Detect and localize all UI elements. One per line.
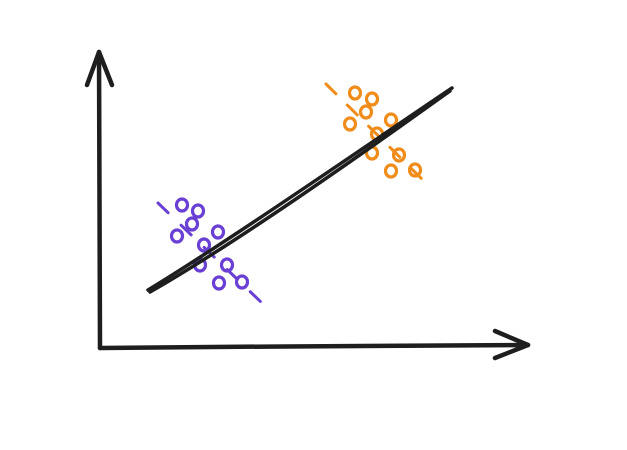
- cluster-a-point: [211, 275, 227, 291]
- cluster-a-point: [210, 224, 226, 240]
- y-axis-arrowhead: [84, 49, 115, 88]
- cluster-b-point: [383, 112, 399, 128]
- cluster-a-point: [234, 274, 250, 290]
- cluster-a-point: [190, 203, 206, 219]
- cluster-b-point: [383, 163, 399, 179]
- cluster-b-point: [391, 147, 407, 163]
- y-axis: [96, 49, 103, 351]
- axes: [84, 49, 531, 361]
- cluster-a-point: [169, 228, 185, 244]
- cluster-a-point: [219, 257, 235, 273]
- cluster-b-point: [407, 162, 423, 178]
- cluster-a-point: [196, 237, 212, 253]
- x-axis-arrowhead: [492, 328, 531, 361]
- cluster-b-point: [358, 104, 374, 120]
- cluster-a-point: [174, 197, 190, 213]
- cluster-a-point: [184, 216, 200, 232]
- cluster-b-point: [364, 91, 380, 107]
- regression-line: [146, 86, 454, 294]
- cluster-b-point: [342, 116, 358, 132]
- x-axis: [97, 342, 531, 351]
- cluster-b-point: [347, 85, 363, 101]
